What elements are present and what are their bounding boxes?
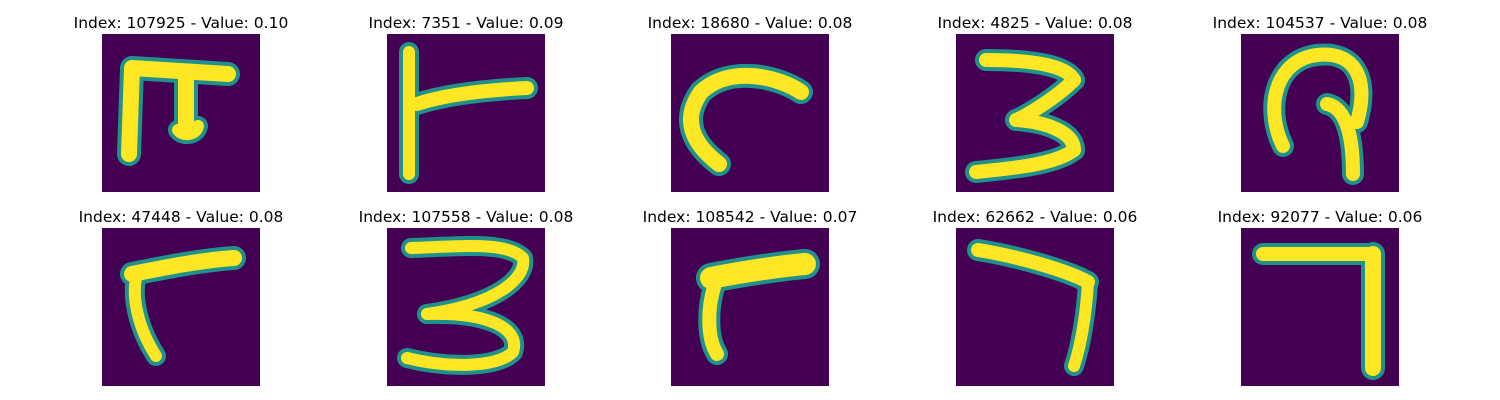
panel-title: Index: 18680 - Value: 0.08	[647, 14, 853, 32]
digit-image	[1241, 34, 1399, 192]
panel-title: Index: 107558 - Value: 0.08	[358, 208, 574, 226]
digit-image	[671, 34, 829, 192]
stroke-core	[1267, 47, 1369, 153]
panel-title: Index: 47448 - Value: 0.08	[78, 208, 284, 226]
digit-panel: Index: 92077 - Value: 0.06	[1218, 206, 1422, 386]
panel-title: Index: 4825 - Value: 0.08	[937, 14, 1133, 32]
digit-image	[102, 34, 260, 192]
digit-panel: Index: 4825 - Value: 0.08	[938, 12, 1132, 192]
panel-title: Index: 107925 - Value: 0.10	[73, 14, 289, 32]
digit-image	[956, 34, 1114, 192]
digit-panel: Index: 107925 - Value: 0.10	[74, 12, 288, 192]
stroke-core	[1320, 97, 1360, 181]
stroke-core	[700, 253, 816, 289]
digit-image	[102, 228, 260, 386]
stroke-core	[971, 243, 1095, 289]
stroke-core	[172, 120, 204, 141]
digit-image	[387, 228, 545, 386]
stroke-core	[128, 272, 162, 362]
stroke-core	[683, 67, 809, 172]
digit-panel: Index: 7351 - Value: 0.09	[369, 12, 563, 192]
digit-panel: Index: 18680 - Value: 0.08	[648, 12, 852, 192]
panel-title: Index: 92077 - Value: 0.06	[1217, 208, 1423, 226]
stroke-core	[1009, 73, 1081, 157]
digit-panel: Index: 108542 - Value: 0.07	[643, 206, 857, 386]
panel-title: Index: 104537 - Value: 0.08	[1212, 14, 1428, 32]
digit-panel: Index: 104537 - Value: 0.08	[1213, 12, 1427, 192]
stroke-core	[405, 240, 530, 320]
digit-image	[671, 228, 829, 386]
digit-image	[387, 34, 545, 192]
stroke-core	[410, 81, 534, 111]
stroke-core	[121, 60, 236, 162]
stroke-core	[1068, 276, 1094, 372]
digit-panel: Index: 62662 - Value: 0.06	[933, 206, 1137, 386]
stroke-core	[124, 250, 242, 282]
stroke-core	[969, 143, 1081, 179]
digit-image	[1241, 228, 1399, 386]
stroke-core	[401, 307, 521, 371]
digit-image	[956, 228, 1114, 386]
stroke-core	[702, 277, 724, 361]
panel-title: Index: 62662 - Value: 0.06	[932, 208, 1138, 226]
panel-title: Index: 7351 - Value: 0.09	[368, 14, 564, 32]
digit-panel: Index: 47448 - Value: 0.08	[79, 206, 283, 386]
panel-title: Index: 108542 - Value: 0.07	[642, 208, 858, 226]
digit-panel: Index: 107558 - Value: 0.08	[359, 206, 573, 386]
